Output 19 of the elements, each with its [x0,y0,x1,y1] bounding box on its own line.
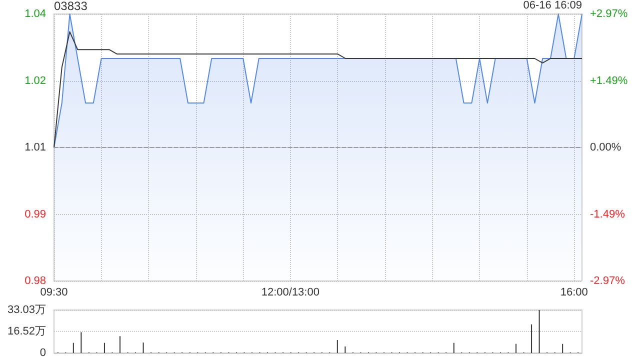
y-tick-label: 1.02 [24,74,46,87]
y2-tick-label: +1.49% [590,74,628,87]
y2-tick-label: -1.49% [590,208,626,220]
x-tick-label: 09:30 [40,286,68,298]
y-tick-label: 1.01 [24,142,46,154]
y-tick-label: 0.98 [24,275,46,287]
text: 06-16 16:09 [523,0,582,12]
y2-tick-label: +2.97% [590,8,628,20]
y2-tick-label: 0.00% [590,142,622,154]
y-tick-label: 33.03万 [7,304,46,316]
chart-title: 03833 [54,0,88,13]
y2-tick-label: -2.97% [590,275,626,287]
y-tick-label: 0 [40,347,46,359]
x-tick-label: 12:00/13:00 [261,286,320,298]
x-tick-label: 16:00 [560,286,588,298]
line-series [54,31,582,148]
y-tick-label: 0.99 [24,208,46,220]
y-tick-label: 16.52万 [7,326,46,338]
y-tick-label: 1.04 [24,8,46,20]
